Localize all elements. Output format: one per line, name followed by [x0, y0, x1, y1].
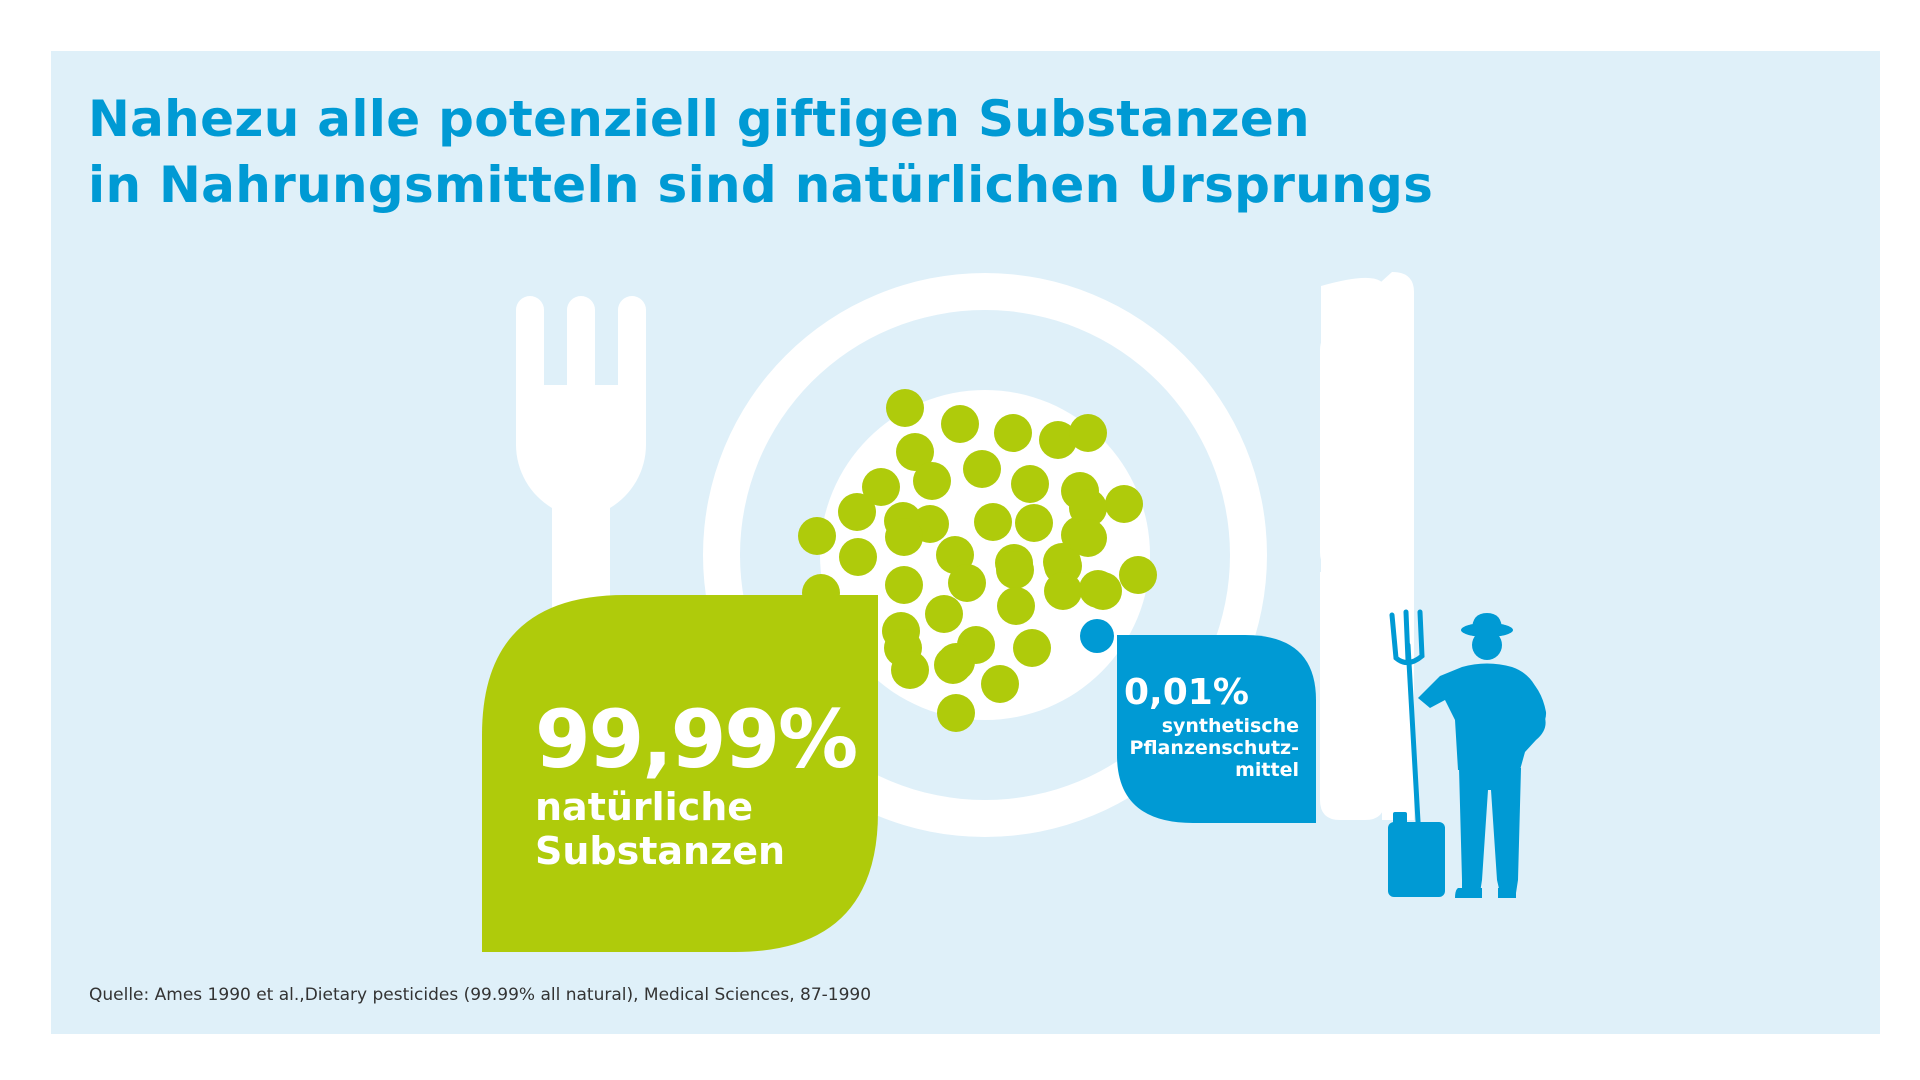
- pea: [885, 566, 923, 604]
- pea: [1119, 556, 1157, 594]
- headline: Nahezu alle potenziell giftigen Substanz…: [88, 86, 1588, 218]
- natural-label-line-1: natürliche: [535, 785, 754, 829]
- synthetic-label-line-3: mittel: [1235, 759, 1299, 781]
- pea: [1084, 572, 1122, 610]
- pea: [974, 503, 1012, 541]
- pea: [941, 405, 979, 443]
- pea: [891, 651, 929, 689]
- synthetic-drop: [1080, 619, 1114, 653]
- synthetic-substances-callout: 0,01% synthetische Pflanzenschutz- mitte…: [1124, 671, 1309, 781]
- pea: [1039, 421, 1077, 459]
- pea: [1044, 572, 1082, 610]
- pea: [886, 389, 924, 427]
- pea: [1105, 485, 1143, 523]
- natural-leaf-shape: [482, 595, 878, 952]
- natural-share-value: 99,99%: [535, 693, 858, 786]
- synthetic-leaf-shape: [1117, 635, 1316, 823]
- pea: [997, 587, 1035, 625]
- pea: [1069, 414, 1107, 452]
- pea: [925, 595, 963, 633]
- pea: [981, 665, 1019, 703]
- headline-line-2: in Nahrungsmitteln sind natürlichen Ursp…: [88, 156, 1434, 214]
- pea: [963, 450, 1001, 488]
- pea: [839, 538, 877, 576]
- natural-label-line-2: Substanzen: [535, 829, 786, 873]
- pea: [896, 433, 934, 471]
- peas-icon: [798, 389, 1157, 732]
- knife-icon: [1320, 272, 1414, 820]
- synthetic-label-line-2: Pflanzenschutz-: [1129, 737, 1299, 759]
- pea: [948, 564, 986, 602]
- pea: [838, 493, 876, 531]
- pea: [1015, 504, 1053, 542]
- source-citation: Quelle: Ames 1990 et al.,Dietary pestici…: [89, 985, 872, 1005]
- pea: [885, 518, 923, 556]
- pea: [798, 517, 836, 555]
- farmer-icon: [1418, 613, 1547, 898]
- pea: [994, 414, 1032, 452]
- pea: [913, 462, 951, 500]
- pea: [1011, 465, 1049, 503]
- pea: [996, 551, 1034, 589]
- canister-icon: [1388, 812, 1445, 897]
- fork-icon: [516, 296, 646, 820]
- pea: [1069, 489, 1107, 527]
- pea: [862, 468, 900, 506]
- headline-line-1: Nahezu alle potenziell giftigen Substanz…: [88, 90, 1310, 148]
- pea: [937, 643, 975, 681]
- synthetic-label-line-1: synthetische: [1161, 715, 1299, 737]
- pea: [1069, 519, 1107, 557]
- pea: [1013, 629, 1051, 667]
- pea: [937, 694, 975, 732]
- synthetic-share-value: 0,01%: [1124, 672, 1249, 713]
- natural-substances-callout: 99,99% natürliche Substanzen: [535, 693, 858, 874]
